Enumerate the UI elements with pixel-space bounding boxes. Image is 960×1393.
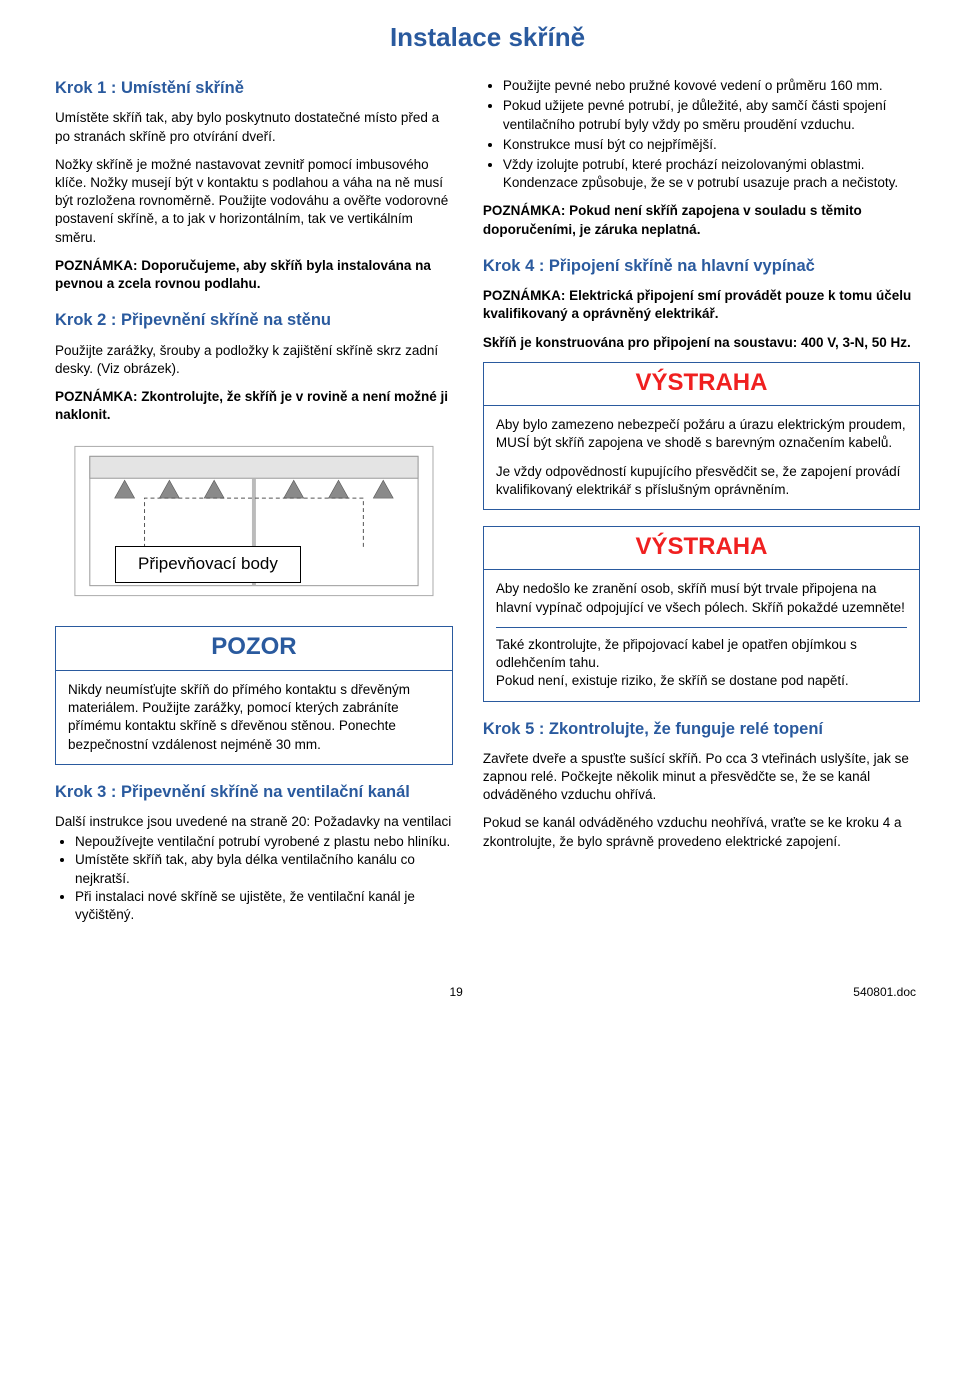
step5-heading: Krok 5 : Zkontrolujte, že funguje relé t… [483,718,920,740]
left-column: Krok 1 : Umístění skříně Umístěte skříň … [55,77,453,934]
list-item: Nepoužívejte ventilační potrubí vyrobené… [75,833,453,851]
page-footer: 19 540801.doc [55,984,920,1000]
caution-title: POZOR [56,627,452,670]
step1-p1: Umístěte skříň tak, aby bylo poskytnuto … [55,109,453,145]
caution-box: POZOR Nikdy neumísťujte skříň do přímého… [55,626,453,764]
page-title: Instalace skříně [55,20,920,55]
warning-box-2: VÝSTRAHA Aby nedošlo ke zranění osob, sk… [483,526,920,701]
list-item: Při instalaci nové skříně se ujistěte, ž… [75,888,453,924]
figure-label: Připevňovací body [115,546,301,583]
list-item: Konstrukce musí být co nejpřímější. [503,136,920,154]
step5-p2: Pokud se kanál odváděného vzduchu neohří… [483,814,920,850]
step3-heading: Krok 3 : Připevnění skříně na ventilační… [55,781,453,803]
list-item: Pokud užijete pevné potrubí, je důležité… [503,97,920,133]
warning2-p2: Také zkontrolujte, že připojovací kabel … [496,636,907,691]
warning2-p1: Aby nedošlo ke zranění osob, skříň musí … [496,580,907,616]
caution-body: Nikdy neumísťujte skříň do přímého konta… [68,681,440,754]
step3-intro: Další instrukce jsou uvedené na straně 2… [55,813,453,831]
step1-note: POZNÁMKA: Doporučujeme, aby skříň byla i… [55,257,453,293]
right-bullets: Použijte pevné nebo pružné kovové vedení… [483,77,920,192]
step2-p1: Použijte zarážky, šrouby a podložky k za… [55,342,453,378]
list-item: Použijte pevné nebo pružné kovové vedení… [503,77,920,95]
step3-bullets: Nepoužívejte ventilační potrubí vyrobené… [55,833,453,924]
step4-note: POZNÁMKA: Elektrická připojení smí prová… [483,287,920,323]
right-column: Použijte pevné nebo pružné kovové vedení… [483,77,920,934]
right-note-warranty: POZNÁMKA: Pokud není skříň zapojena v so… [483,202,920,238]
warning1-title: VÝSTRAHA [484,363,919,406]
warning2-title: VÝSTRAHA [484,527,919,570]
warning1-p1: Aby bylo zamezeno nebezpečí požáru a úra… [496,416,907,452]
step5-p1: Zavřete dveře a spusťte sušící skříň. Po… [483,750,920,805]
warning-box-1: VÝSTRAHA Aby bylo zamezeno nebezpečí pož… [483,362,920,510]
list-item: Vždy izolujte potrubí, které prochází ne… [503,156,920,192]
step1-heading: Krok 1 : Umístění skříně [55,77,453,99]
step2-note: POZNÁMKA: Zkontrolujte, že skříň je v ro… [55,388,453,424]
page-number: 19 [449,984,462,1000]
step1-p2: Nožky skříně je možné nastavovat zevnitř… [55,156,453,247]
step4-heading: Krok 4 : Připojení skříně na hlavní vypí… [483,255,920,277]
step2-heading: Krok 2 : Připevnění skříně na stěnu [55,309,453,331]
warning1-p2: Je vždy odpovědností kupujícího přesvědč… [496,463,907,499]
step4-spec: Skříň je konstruována pro připojení na s… [483,334,920,352]
list-item: Umístěte skříň tak, aby byla délka venti… [75,851,453,887]
doc-ref: 540801.doc [853,984,916,1000]
attachment-figure: Připevňovací body [55,438,453,608]
